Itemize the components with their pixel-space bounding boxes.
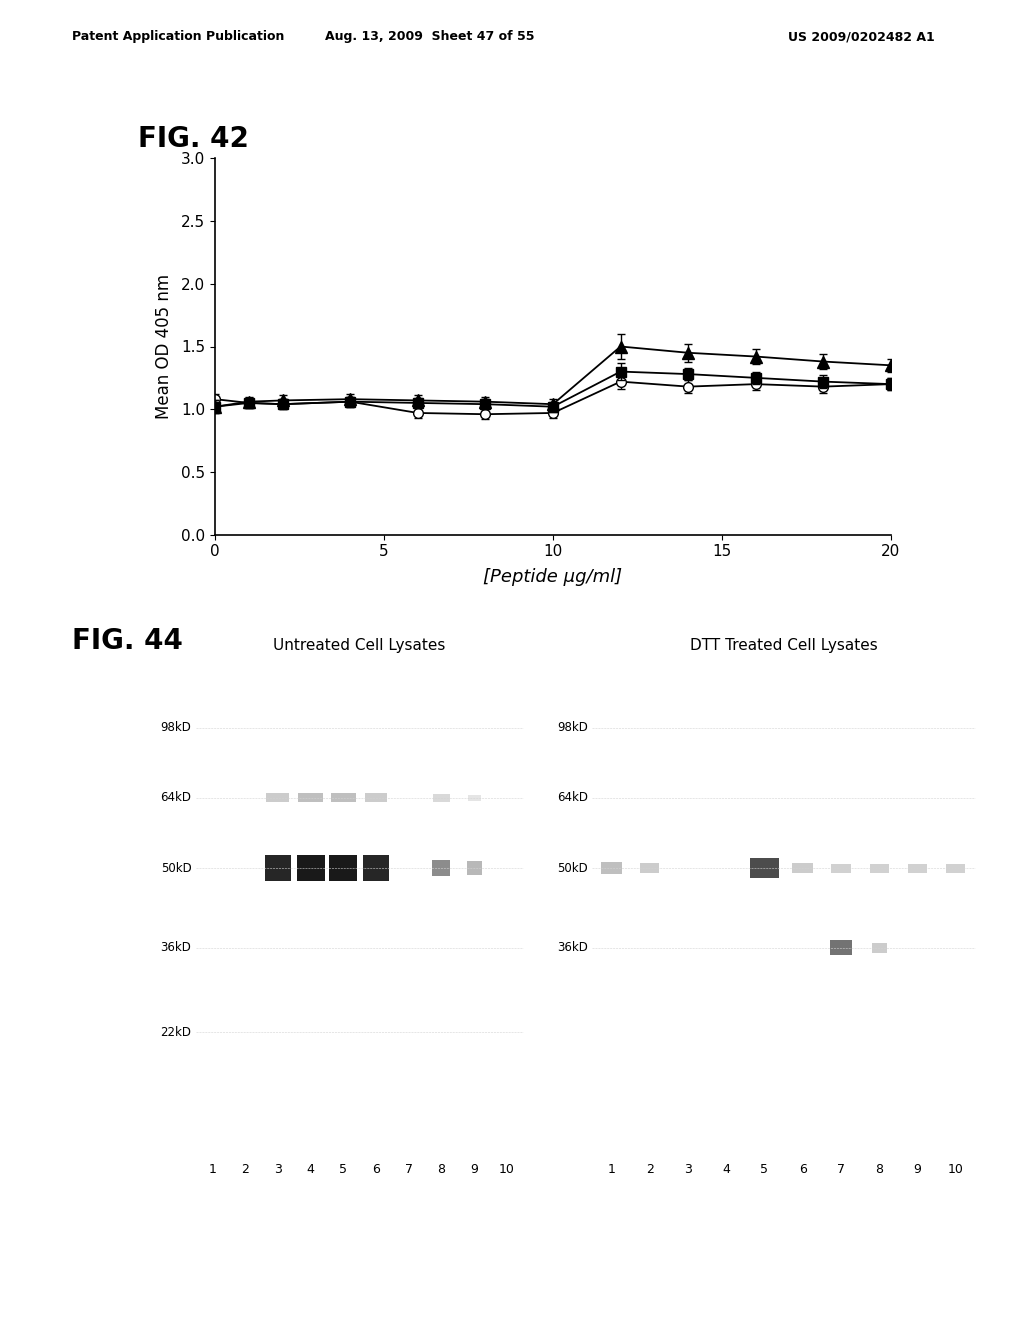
- Bar: [946, 863, 966, 873]
- Text: 6: 6: [799, 1163, 807, 1176]
- Text: 3: 3: [684, 1163, 692, 1176]
- Bar: [266, 793, 290, 803]
- Bar: [330, 855, 357, 880]
- Bar: [468, 795, 480, 801]
- Bar: [362, 855, 389, 880]
- Bar: [297, 855, 325, 880]
- Bar: [298, 793, 323, 803]
- Text: 1: 1: [607, 1163, 615, 1176]
- Bar: [793, 863, 813, 874]
- Text: 22kD: 22kD: [161, 1026, 191, 1039]
- Text: 7: 7: [837, 1163, 845, 1176]
- Text: DTT Treated Cell Lysates: DTT Treated Cell Lysates: [690, 638, 878, 652]
- Text: 5: 5: [761, 1163, 768, 1176]
- Text: 1: 1: [209, 1163, 216, 1176]
- Bar: [640, 863, 659, 874]
- Text: 50kD: 50kD: [557, 862, 588, 875]
- Text: 64kD: 64kD: [557, 791, 588, 804]
- Text: 50kD: 50kD: [161, 862, 191, 875]
- Text: 98kD: 98kD: [161, 721, 191, 734]
- Text: 2: 2: [242, 1163, 249, 1176]
- Text: Aug. 13, 2009  Sheet 47 of 55: Aug. 13, 2009 Sheet 47 of 55: [326, 30, 535, 44]
- Text: 4: 4: [722, 1163, 730, 1176]
- Y-axis label: Mean OD 405 nm: Mean OD 405 nm: [155, 275, 173, 418]
- Bar: [331, 793, 355, 803]
- Text: Patent Application Publication: Patent Application Publication: [72, 30, 284, 44]
- Text: 8: 8: [876, 1163, 884, 1176]
- Bar: [831, 863, 851, 873]
- Text: 2: 2: [646, 1163, 653, 1176]
- Bar: [751, 858, 779, 878]
- Text: 3: 3: [274, 1163, 282, 1176]
- Text: 6: 6: [372, 1163, 380, 1176]
- Text: 7: 7: [404, 1163, 413, 1176]
- Bar: [869, 863, 889, 873]
- Bar: [908, 863, 927, 873]
- Text: 36kD: 36kD: [557, 941, 588, 954]
- Bar: [601, 862, 622, 874]
- Text: 64kD: 64kD: [161, 791, 191, 804]
- Bar: [432, 859, 451, 876]
- Text: FIG. 44: FIG. 44: [72, 627, 182, 655]
- Text: 9: 9: [470, 1163, 478, 1176]
- Text: 10: 10: [948, 1163, 964, 1176]
- Bar: [871, 942, 887, 953]
- Bar: [467, 861, 481, 875]
- Bar: [829, 940, 852, 956]
- X-axis label: [Peptide μg/ml]: [Peptide μg/ml]: [483, 568, 623, 586]
- Text: 4: 4: [306, 1163, 314, 1176]
- Text: 98kD: 98kD: [557, 721, 588, 734]
- Bar: [433, 793, 450, 801]
- Text: 9: 9: [913, 1163, 922, 1176]
- Text: 10: 10: [499, 1163, 515, 1176]
- Text: FIG. 42: FIG. 42: [138, 125, 249, 153]
- Text: 8: 8: [437, 1163, 445, 1176]
- Text: US 2009/0202482 A1: US 2009/0202482 A1: [788, 30, 935, 44]
- Text: 36kD: 36kD: [161, 941, 191, 954]
- Text: 5: 5: [339, 1163, 347, 1176]
- Text: Untreated Cell Lysates: Untreated Cell Lysates: [273, 638, 445, 652]
- Bar: [265, 855, 291, 880]
- Bar: [365, 793, 387, 803]
